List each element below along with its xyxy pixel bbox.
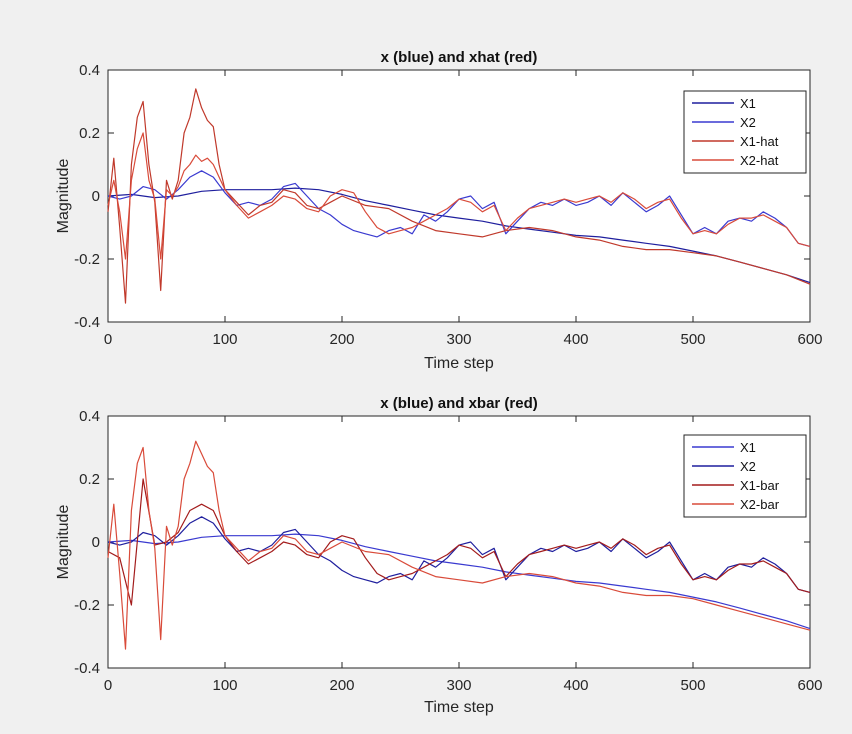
y-tick-label: -0.4 bbox=[74, 314, 100, 331]
series-layer bbox=[107, 440, 811, 650]
y-tick-label: 0 bbox=[92, 188, 100, 205]
y-tick-label: -0.2 bbox=[74, 597, 100, 614]
x-tick-label: 0 bbox=[104, 677, 112, 694]
ticks: 0 100 200 300 400 500 600 0.4 0.2 0 -0.2 -0.4 bbox=[74, 408, 822, 694]
x-tick-label: 0 bbox=[104, 331, 112, 348]
legend-label: X2 bbox=[740, 459, 756, 474]
x-axis-label: Time step bbox=[424, 355, 494, 372]
legend: X1 X2 X1-bar X2-bar bbox=[683, 434, 807, 518]
y-tick-label: 0.4 bbox=[79, 408, 100, 425]
x-tick-label: 400 bbox=[563, 677, 588, 694]
x-axis-label: Time step bbox=[424, 699, 494, 716]
legend-label: X1-hat bbox=[740, 134, 779, 149]
series-line-x1-hat bbox=[107, 88, 811, 304]
x-tick-label: 300 bbox=[446, 331, 471, 348]
y-tick-label: 0 bbox=[92, 534, 100, 551]
x-tick-label: 200 bbox=[329, 677, 354, 694]
series-line-x2-hat bbox=[107, 132, 811, 260]
y-axis-label: Magnitude bbox=[55, 505, 72, 580]
axes-bottom: x (blue) and xbar (red) Time step Magnit… bbox=[55, 395, 823, 716]
chart-title: x (blue) and xbar (red) bbox=[380, 395, 538, 412]
chart-title: x (blue) and xhat (red) bbox=[381, 49, 538, 66]
x-tick-label: 600 bbox=[797, 331, 822, 348]
x-tick-label: 100 bbox=[212, 677, 237, 694]
x-tick-label: 500 bbox=[680, 331, 705, 348]
series-layer bbox=[107, 88, 811, 304]
y-tick-label: 0.4 bbox=[79, 62, 100, 79]
legend-label: X2-hat bbox=[740, 153, 779, 168]
y-tick-label: 0.2 bbox=[79, 471, 100, 488]
x-tick-label: 500 bbox=[680, 677, 705, 694]
series-line-x2-bar bbox=[107, 440, 811, 650]
y-tick-label: -0.2 bbox=[74, 251, 100, 268]
y-axis-label: Magnitude bbox=[55, 159, 72, 234]
x-tick-label: 100 bbox=[212, 331, 237, 348]
x-tick-label: 400 bbox=[563, 331, 588, 348]
legend-label: X1 bbox=[740, 96, 756, 111]
legend-label: X1 bbox=[740, 440, 756, 455]
ticks: 0 100 200 300 400 500 600 0.4 0.2 0 -0.2 -0.4 bbox=[74, 62, 822, 348]
legend-label: X1-bar bbox=[740, 478, 780, 493]
legend-label: X2 bbox=[740, 115, 756, 130]
x-tick-label: 300 bbox=[446, 677, 471, 694]
legend: X1 X2 X1-hat X2-hat bbox=[683, 90, 807, 174]
y-tick-label: -0.4 bbox=[74, 660, 100, 677]
x-tick-label: 200 bbox=[329, 331, 354, 348]
x-tick-label: 600 bbox=[797, 677, 822, 694]
y-tick-label: 0.2 bbox=[79, 125, 100, 142]
legend-label: X2-bar bbox=[740, 497, 780, 512]
axes-top: x (blue) and xhat (red) Time step Magnit… bbox=[55, 49, 823, 372]
